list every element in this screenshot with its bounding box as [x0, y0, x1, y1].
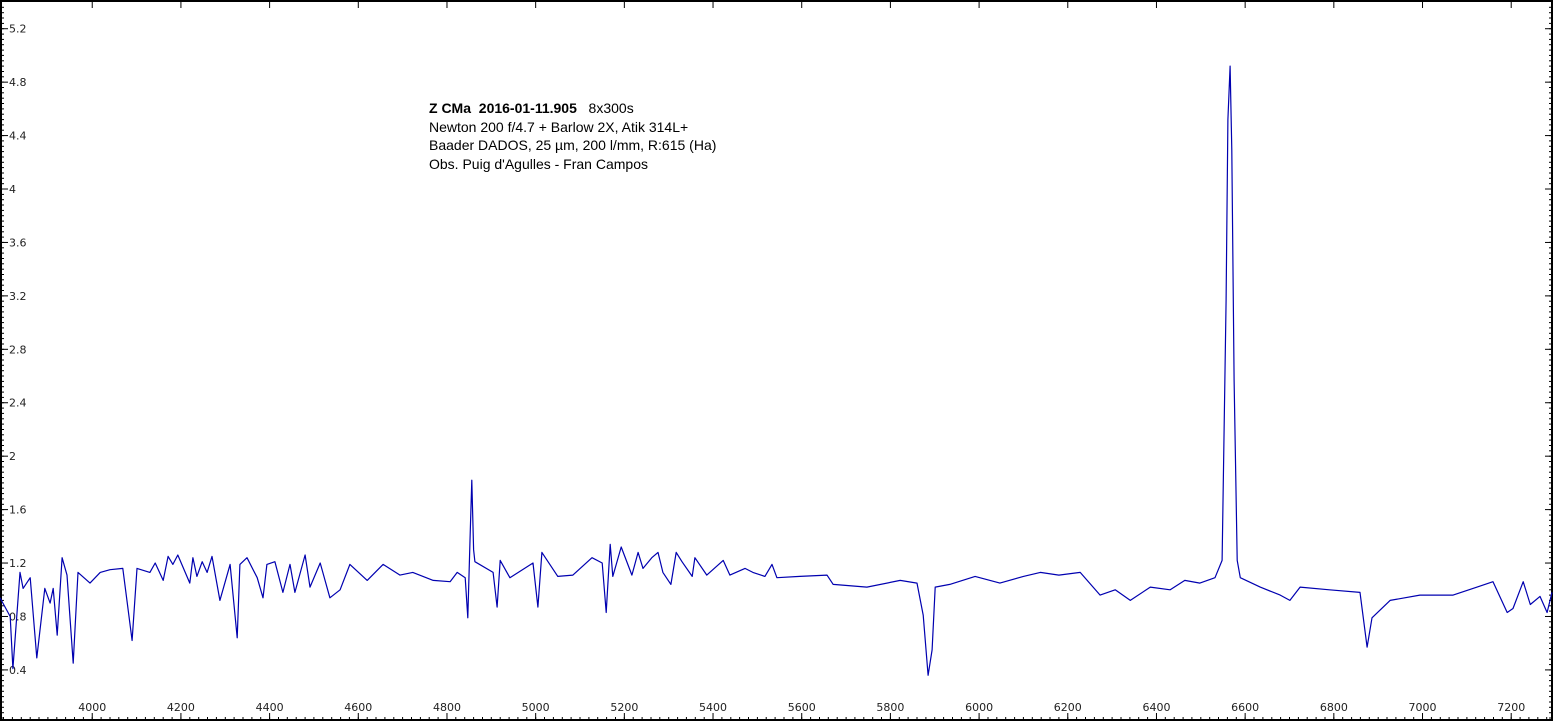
x-tick-label: 5400	[699, 701, 727, 714]
annotation-line-3: Baader DADOS, 25 µm, 200 l/mm, R:615 (Ha…	[429, 137, 717, 153]
annotation-line-1: Z CMa 2016-01-11.905 8x300s	[429, 99, 716, 118]
x-tick-label: 4000	[78, 701, 106, 714]
y-tick-label: 4.8	[9, 76, 27, 89]
y-tick-label: 2	[9, 450, 16, 463]
y-tick-label: 2.8	[9, 343, 27, 356]
x-tick-label: 6200	[1054, 701, 1082, 714]
x-tick-label: 4400	[256, 701, 284, 714]
x-tick-label: 5600	[788, 701, 816, 714]
spectrum-line	[0, 65, 1553, 676]
x-tick-label: 6400	[1142, 701, 1170, 714]
x-tick-label: 5200	[610, 701, 638, 714]
x-tick-label: 5800	[876, 701, 904, 714]
x-tick-label: 4800	[433, 701, 461, 714]
y-tick-label: 5.2	[9, 23, 27, 36]
y-tick-label: 0.4	[9, 664, 27, 677]
x-tick-label: 6000	[965, 701, 993, 714]
y-tick-label: 4	[9, 183, 16, 196]
y-tick-label: 1.6	[9, 504, 27, 517]
exposure: 8x300s	[588, 100, 634, 116]
y-tick-label: 3.6	[9, 236, 27, 249]
y-tick-label: 0.8	[9, 610, 27, 623]
x-tick-label: 5000	[522, 701, 550, 714]
y-tick-label: 4.4	[9, 130, 27, 143]
observation-date: 2016-01-11.905	[478, 100, 577, 116]
y-tick-label: 1.2	[9, 557, 27, 570]
x-tick-label: 7000	[1409, 701, 1437, 714]
y-tick-label: 2.4	[9, 397, 27, 410]
object-name: Z CMa	[429, 100, 471, 116]
annotation-line-4: Obs. Puig d'Agulles - Fran Campos	[429, 155, 648, 172]
x-tick-label: 6800	[1320, 701, 1348, 714]
x-tick-label: 7200	[1497, 701, 1525, 714]
tick-labels: 0.4 0.8 1.2 1.6 2 2.4 2.8 3.2 3.6 4 4.4 4.8 5.2 4000 4…	[9, 23, 1525, 714]
y-tick-label: 3.2	[9, 290, 27, 303]
annotation-box: Z CMa 2016-01-11.905 8x300s Newton 200 f…	[429, 99, 716, 173]
x-tick-label: 4600	[344, 701, 372, 714]
x-tick-label: 4200	[167, 701, 195, 714]
annotation-line-2: Newton 200 f/4.7 + Barlow 2X, Atik 314L+	[429, 118, 689, 135]
x-tick-label: 6600	[1231, 701, 1259, 714]
